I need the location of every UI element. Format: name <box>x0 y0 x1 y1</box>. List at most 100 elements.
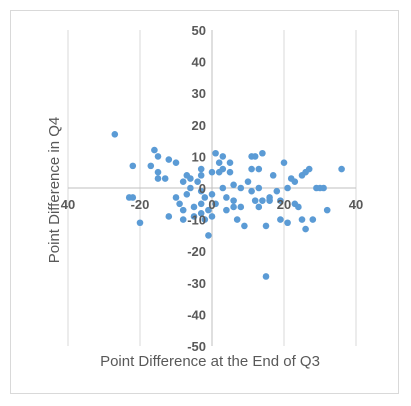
data-point <box>233 216 241 223</box>
y-tick-label: 30 <box>192 86 206 101</box>
data-point <box>201 216 209 223</box>
data-point <box>205 232 212 239</box>
data-point <box>197 209 205 217</box>
data-point <box>151 146 158 154</box>
data-point <box>223 194 230 201</box>
data-point <box>248 187 255 195</box>
data-point <box>320 184 327 192</box>
data-point <box>215 159 223 167</box>
data-point <box>219 165 227 173</box>
data-point <box>284 184 291 192</box>
data-point <box>154 168 162 176</box>
y-tick-label: -40 <box>187 307 206 322</box>
data-point <box>230 203 237 211</box>
data-point <box>194 178 201 185</box>
data-point <box>129 162 137 170</box>
data-point <box>190 213 198 220</box>
data-point <box>179 216 187 223</box>
y-tick-label: -20 <box>187 244 206 259</box>
data-point <box>226 168 234 176</box>
x-tick-label: 20 <box>277 197 291 212</box>
data-point <box>298 216 306 223</box>
data-point <box>295 203 302 211</box>
data-point <box>154 175 162 182</box>
data-point <box>187 175 194 182</box>
data-point <box>201 194 209 201</box>
x-tick-label: 40 <box>61 197 75 212</box>
data-point <box>208 191 216 198</box>
data-point <box>338 165 345 173</box>
data-point <box>305 165 313 173</box>
data-point <box>280 159 288 167</box>
data-point <box>255 165 263 173</box>
data-point <box>241 222 248 230</box>
data-point <box>129 194 137 201</box>
data-point <box>136 219 144 227</box>
data-point <box>187 184 194 192</box>
x-tick-label: -20 <box>131 197 150 212</box>
data-point <box>165 156 173 163</box>
x-tick-labels: 40 -20 0 20 40 <box>61 197 363 212</box>
data-point <box>147 162 155 170</box>
data-point <box>259 149 266 157</box>
data-point <box>208 168 216 176</box>
chart-frame <box>10 10 399 394</box>
data-point <box>197 165 205 173</box>
data-point <box>284 219 291 227</box>
data-point <box>255 184 263 192</box>
data-point <box>259 197 266 204</box>
data-point <box>154 153 162 160</box>
data-point <box>212 149 219 157</box>
data-point <box>176 200 183 208</box>
data-point <box>248 165 255 173</box>
data-point <box>262 222 270 230</box>
y-tick-label: 50 <box>192 23 206 38</box>
y-tick-label: -10 <box>187 213 206 228</box>
x-tick-label: 40 <box>349 197 363 212</box>
y-tick-labels: 50 40 30 20 10 0 -10 -20 -30 -40 -50 <box>187 23 206 354</box>
data-point <box>237 203 245 211</box>
data-point <box>208 213 216 220</box>
y-tick-label: 40 <box>192 55 206 70</box>
data-point <box>291 178 299 185</box>
data-point <box>251 153 259 160</box>
data-point <box>172 194 180 201</box>
data-point <box>277 197 284 204</box>
data-point <box>269 172 277 179</box>
data-point <box>172 159 180 167</box>
data-point <box>273 187 281 195</box>
data-point <box>255 203 263 211</box>
data-point <box>244 178 252 185</box>
data-point <box>197 172 205 179</box>
data-point <box>230 181 237 189</box>
data-point <box>111 130 119 138</box>
y-tick-label: 10 <box>192 149 206 164</box>
data-point <box>262 273 270 280</box>
data-point <box>165 213 173 220</box>
data-point <box>179 206 187 214</box>
data-point <box>251 197 259 204</box>
data-point <box>323 206 331 214</box>
x-axis-title: Point Difference at the End of Q3 <box>100 353 320 370</box>
y-tick-label: -30 <box>187 276 206 291</box>
y-tick-label: 20 <box>192 118 206 133</box>
data-point <box>197 187 205 195</box>
y-tick-label: 0 <box>199 181 206 196</box>
data-point <box>226 159 234 167</box>
data-point <box>302 225 309 233</box>
data-point <box>190 203 198 211</box>
data-point <box>219 153 227 160</box>
data-point <box>266 194 273 201</box>
data-points <box>111 130 345 280</box>
data-point <box>161 175 169 182</box>
x-tick-label: 0 <box>208 197 215 212</box>
data-point <box>197 200 205 208</box>
data-point <box>309 216 317 223</box>
data-point <box>223 206 230 214</box>
data-point <box>219 184 227 192</box>
data-point <box>277 216 284 223</box>
data-point <box>179 178 187 185</box>
data-point <box>230 197 237 204</box>
data-point <box>212 200 219 208</box>
